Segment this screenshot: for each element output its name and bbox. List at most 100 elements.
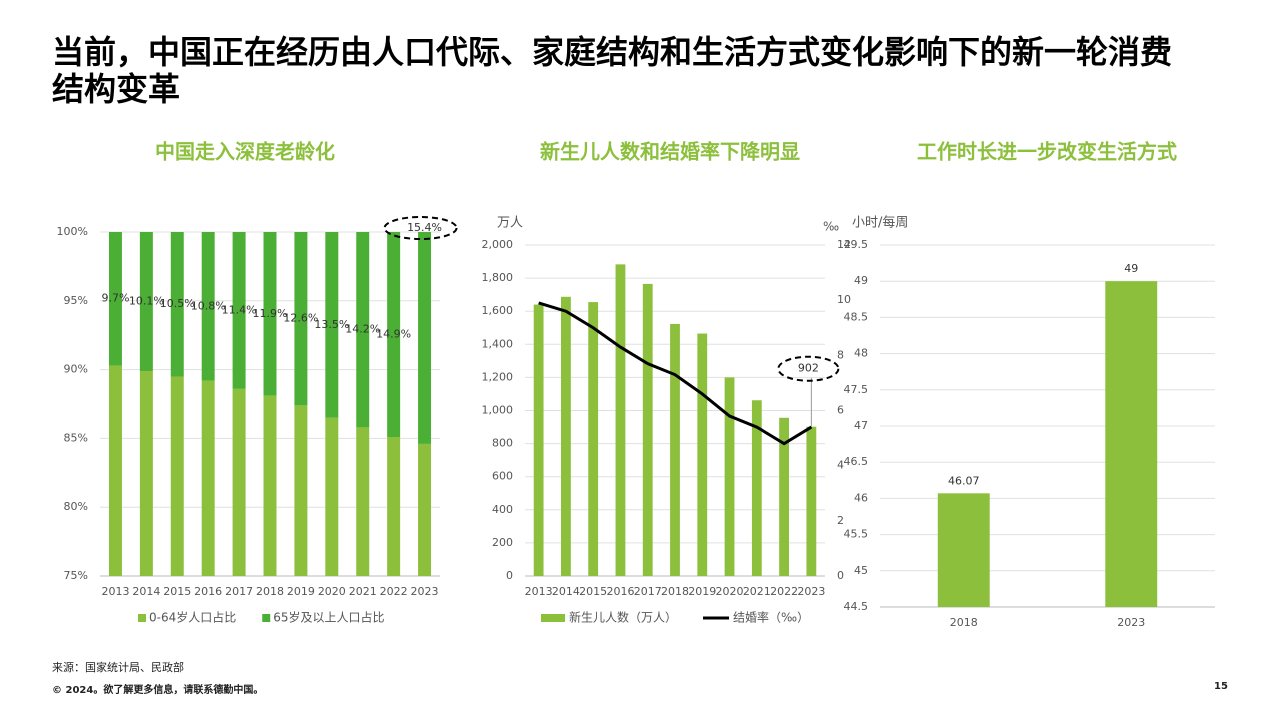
bar (263, 232, 277, 396)
y2-tick-label: 4 (837, 459, 844, 472)
bar (697, 333, 708, 576)
y-tick-label: 1,600 (482, 304, 514, 317)
legend-swatch (262, 614, 271, 622)
y-axis-label: 万人 (497, 216, 523, 231)
data-label: 14.9% (376, 328, 411, 341)
bar (561, 296, 571, 576)
y-tick-label: 85% (64, 431, 88, 444)
y-tick-label: 49.5 (844, 238, 869, 251)
y-tick-label: 1,800 (482, 271, 514, 284)
y-tick-label: 48.5 (844, 310, 869, 323)
x-tick-label: 2014 (132, 585, 160, 598)
bar (294, 405, 308, 576)
y-tick-label: 200 (492, 536, 513, 549)
x-tick-label: 2018 (661, 585, 689, 598)
chart-title: 中国走入深度老龄化 (155, 140, 335, 164)
y-tick-label: 47.5 (844, 383, 869, 396)
y-tick-label: 100% (57, 225, 88, 238)
bar (937, 493, 990, 607)
y-tick-label: 45.5 (844, 528, 869, 541)
x-tick-label: 2019 (688, 585, 716, 598)
x-tick-label: 2023 (797, 585, 825, 598)
data-label: 49 (1124, 262, 1138, 275)
chart-title: 工作时长进一步改变生活方式 (917, 140, 1177, 164)
bar (806, 426, 817, 576)
y-tick-label: 800 (492, 437, 513, 450)
callout-ring (777, 355, 840, 382)
y-tick-label: 95% (64, 294, 88, 307)
x-tick-label: 2013 (101, 585, 129, 598)
bar (201, 380, 215, 576)
x-tick-label: 2020 (716, 585, 744, 598)
y2-tick-label: 2 (837, 514, 844, 527)
slide-title: 当前，中国正在经历由人口代际、家庭结构和生活方式变化影响下的新一轮消费结构变革 (52, 33, 1173, 108)
source: 来源：国家统计局、民政部 (52, 661, 184, 674)
bar (325, 417, 339, 576)
data-label: 10.5% (160, 297, 195, 310)
bar (1105, 281, 1158, 607)
legend-swatch (541, 614, 565, 622)
x-tick-label: 2015 (579, 585, 607, 598)
legend-label: 新生儿人数（万人） (569, 610, 677, 625)
bar (779, 417, 789, 576)
legend-swatch (138, 614, 146, 622)
bar (356, 427, 370, 576)
data-label: 14.2% (345, 323, 380, 336)
y-tick-label: 48 (854, 347, 868, 360)
page-number: 15 (1214, 681, 1228, 692)
data-label: 13.5% (314, 318, 349, 331)
x-tick-label: 2019 (287, 585, 315, 598)
data-label: 10.8% (191, 299, 226, 312)
bar (294, 232, 308, 406)
x-tick-label: 2021 (743, 585, 771, 598)
bar (724, 377, 735, 576)
y-tick-label: 600 (492, 470, 513, 483)
legend-label: 0-64岁人口占比 (149, 610, 236, 625)
chart-title: 新生儿人数和结婚率下降明显 (540, 140, 800, 164)
x-tick-label: 2022 (770, 585, 798, 598)
y-tick-label: 90% (64, 363, 88, 376)
y-tick-label: 49 (854, 274, 868, 287)
x-tick-label: 2017 (225, 585, 253, 598)
y-tick-label: 80% (64, 500, 88, 513)
bar (139, 232, 153, 371)
bar (263, 395, 277, 576)
x-tick-label: 2018 (256, 585, 284, 598)
y-tick-label: 46.5 (844, 455, 869, 468)
data-label: 15.4% (407, 221, 442, 234)
x-tick-label: 2013 (525, 585, 553, 598)
y-tick-label: 2,000 (482, 238, 514, 251)
x-tick-label: 2018 (950, 616, 978, 629)
y2-axis-label: ‰ (823, 220, 839, 234)
bar (170, 376, 184, 576)
bar (232, 388, 246, 576)
bar (387, 232, 401, 438)
bar (418, 443, 432, 576)
x-tick-label: 2017 (634, 585, 662, 598)
bar (356, 232, 370, 428)
x-tick-label: 2015 (163, 585, 191, 598)
bar (201, 232, 215, 381)
data-label: 11.9% (253, 307, 288, 320)
data-label: 9.7% (101, 292, 129, 305)
y2-tick-label: 6 (837, 404, 844, 417)
y-tick-label: 400 (492, 503, 513, 516)
bar (751, 400, 762, 576)
y-tick-label: 44.5 (844, 600, 869, 613)
y2-tick-label: 12 (837, 238, 851, 251)
line (538, 301, 813, 446)
bar (418, 232, 432, 444)
y-tick-label: 1,000 (482, 404, 514, 417)
y-axis-label: 小时/每周 (852, 215, 908, 231)
x-tick-label: 2023 (1117, 616, 1145, 629)
x-tick-label: 2023 (411, 585, 439, 598)
data-label: 46.07 (948, 474, 980, 487)
y2-tick-label: 8 (837, 348, 844, 361)
bar (108, 365, 122, 576)
x-tick-label: 2014 (552, 585, 580, 598)
x-tick-label: 2016 (606, 585, 634, 598)
bar (615, 264, 626, 576)
y-tick-label: 1,400 (482, 337, 514, 350)
